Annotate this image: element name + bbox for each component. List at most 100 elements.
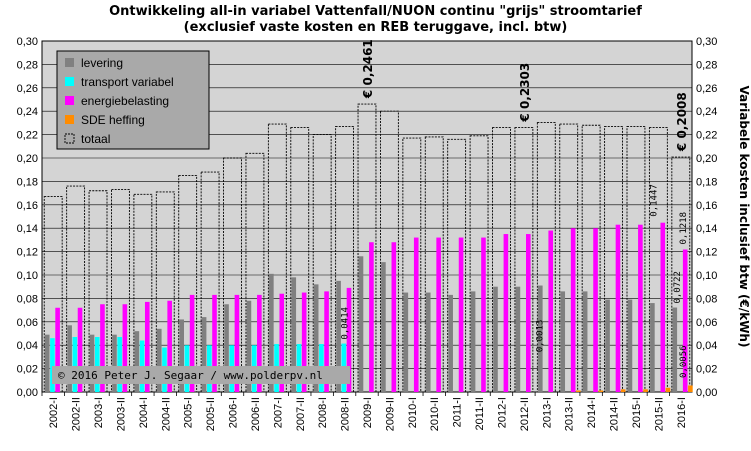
y-tick-label-right: 0,14: [696, 223, 717, 235]
bar-energiebelasting: [391, 242, 397, 392]
bar-levering: [470, 291, 476, 392]
x-tick-label: 2016-I: [676, 397, 688, 428]
bar-levering: [67, 325, 72, 392]
bar-totaal: [559, 123, 579, 393]
bar-totaal: [492, 127, 511, 393]
bar-levering: [179, 319, 184, 392]
x-tick-label: 2005-II: [205, 397, 217, 431]
bar-totaal: [469, 135, 489, 393]
bar-energiebelasting: [189, 294, 195, 392]
bar-totaal: [626, 125, 646, 393]
bar-levering: [246, 300, 252, 392]
bar-sde-heffing: [576, 390, 581, 392]
bar-energiebelasting: [481, 237, 486, 392]
y-tick-label-left: 0,28: [17, 59, 38, 71]
x-tick-label: 2011-II: [474, 397, 486, 430]
x-tick-label: 2013-II: [564, 397, 576, 431]
bar-sde-heffing: [598, 390, 604, 392]
bar-levering: [291, 277, 297, 392]
x-tick-label: 2010-I: [407, 397, 419, 428]
bar-sde-heffing: [643, 389, 648, 392]
bar-energiebelasting: [413, 237, 419, 392]
x-tick-label: 2002-I: [48, 397, 60, 428]
legend-swatch: [65, 96, 74, 105]
y-tick-label-right: 0,28: [696, 59, 717, 71]
y-tick-label-left: 0,14: [17, 223, 38, 235]
x-tick-label: 2014-I: [586, 397, 598, 428]
legend-label: energiebelasting: [81, 94, 169, 108]
bar-energiebelasting: [369, 242, 374, 392]
y-tick-label-right: 0,04: [696, 340, 717, 352]
y-tick-label-right: 0,02: [696, 364, 717, 376]
bar-totaal: [648, 127, 668, 393]
bar-levering: [134, 331, 140, 392]
bar-totaal: [402, 137, 422, 393]
legend-label: totaal: [81, 132, 110, 146]
annotation-label: € 0,2008: [675, 92, 689, 152]
annotation-label: € 0,2461: [361, 39, 375, 99]
y-tick-label-left: 0,04: [17, 340, 38, 352]
y-tick-label-left: 0,08: [17, 293, 38, 305]
y-tick-label-left: 0,20: [17, 153, 38, 165]
bar-levering: [650, 303, 655, 392]
bar-sde-heffing: [688, 385, 693, 392]
y-tick-label-left: 0,00: [17, 387, 38, 399]
legend-label: transport variabel: [81, 75, 174, 89]
annotation-label: 0,1218: [679, 212, 689, 245]
bar-totaal: [671, 156, 691, 393]
legend-label: levering: [81, 56, 123, 70]
bar-levering: [336, 280, 341, 392]
bar-energiebelasting: [615, 224, 621, 392]
bar-totaal: [424, 136, 444, 393]
legend-swatch: [64, 133, 75, 144]
x-tick-label: 2012-II: [519, 397, 531, 431]
chart-title: Ontwikkeling all-in variabel Vattenfall/…: [109, 4, 642, 19]
legend-swatch: [65, 58, 74, 67]
y-tick-label-left: 0,02: [17, 364, 38, 376]
x-tick-label: 2010-II: [429, 397, 441, 431]
bar-levering: [358, 256, 364, 392]
annotation-label: 0,1447: [649, 184, 659, 217]
bar-energiebelasting: [526, 234, 531, 392]
bar-levering: [538, 285, 543, 392]
legend-swatch: [65, 115, 74, 124]
y-tick-label-left: 0,30: [17, 36, 38, 48]
bar-totaal: [379, 110, 399, 393]
bar-levering: [44, 334, 50, 392]
bar-energiebelasting: [212, 294, 217, 392]
bar-energiebelasting: [257, 294, 262, 392]
chart-subtitle: (exclusief vaste kosten en REB teruggave…: [183, 20, 568, 35]
y-tick-label-right: 0,10: [696, 270, 717, 282]
bar-totaal: [357, 103, 377, 393]
y-tick-label-left: 0,26: [17, 83, 38, 95]
x-tick-label: 2006-II: [250, 397, 262, 431]
y-tick-label-right: 0,20: [696, 153, 717, 165]
bar-levering: [582, 291, 588, 392]
y-tick-label-left: 0,22: [17, 130, 38, 142]
x-tick-label: 2014-II: [609, 397, 621, 431]
bar-energiebelasting: [593, 228, 598, 392]
x-tick-label: 2002-II: [71, 397, 83, 431]
y-tick-label-right: 0,22: [696, 130, 717, 142]
x-tick-label: 2009-I: [362, 397, 374, 428]
bar-energiebelasting: [346, 287, 352, 392]
x-tick-label: 2007-II: [295, 397, 307, 431]
bar-totaal: [581, 124, 601, 393]
annotation-label: 0,0414: [341, 307, 351, 340]
y-tick-label-right: 0,08: [696, 293, 717, 305]
bar-energiebelasting: [279, 293, 285, 392]
x-tick-label: 2008-II: [340, 397, 352, 431]
annotation-label: € 0,2303: [518, 63, 532, 123]
bar-transport-variabel: [94, 337, 100, 392]
bar-levering: [605, 299, 610, 392]
bar-levering: [515, 286, 521, 392]
y-tick-label-right: 0,18: [696, 176, 717, 188]
y-tick-label-right: 0,16: [696, 200, 717, 212]
copyright-box: [52, 366, 350, 384]
bar-energiebelasting: [503, 234, 509, 392]
copyright-text: © 2016 Peter J. Segaar / www.polderpv.nl: [58, 369, 323, 382]
bar-levering: [560, 291, 566, 392]
bar-levering: [448, 294, 453, 392]
y-tick-label-left: 0,10: [17, 270, 38, 282]
